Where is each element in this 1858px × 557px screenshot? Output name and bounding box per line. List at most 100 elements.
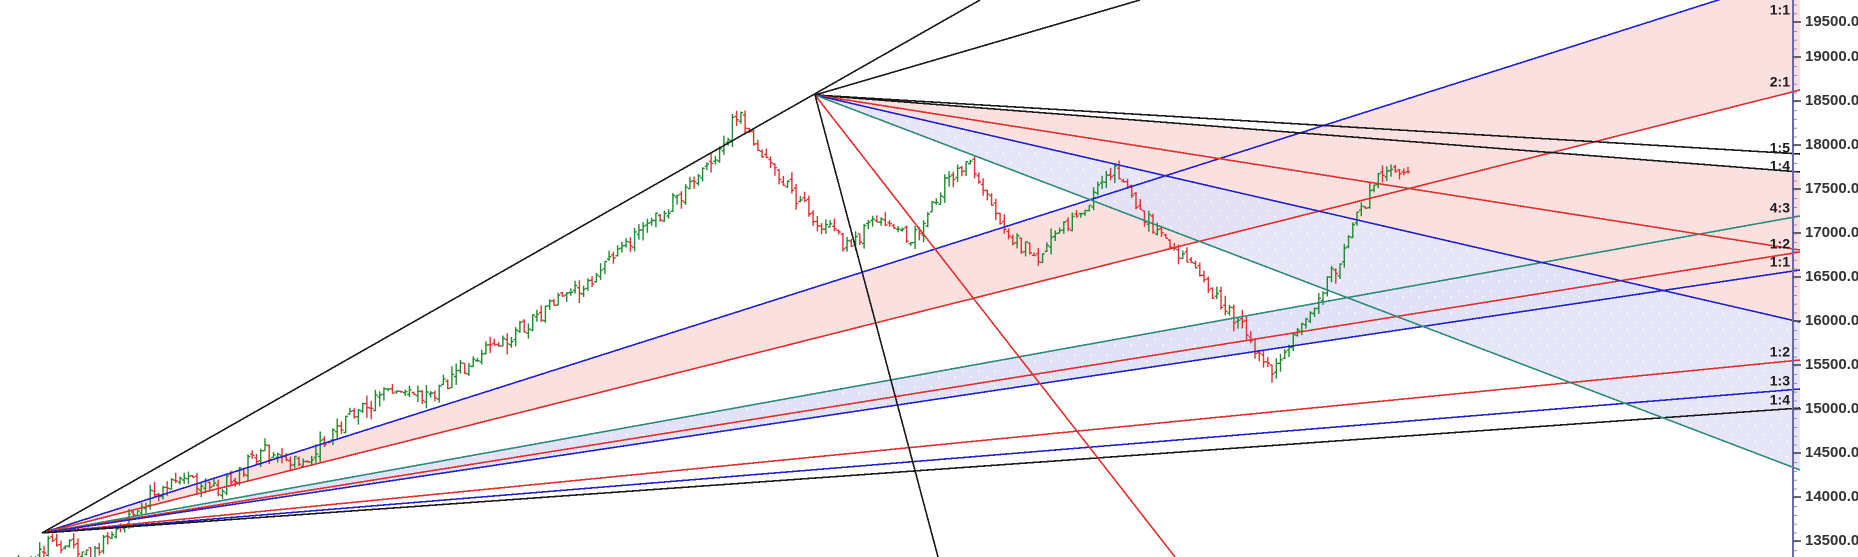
ohlc-bar (793, 184, 799, 210)
ohlc-bar (1388, 164, 1394, 177)
ohlc-bar (1048, 228, 1054, 255)
ohlc-bar (827, 220, 833, 228)
ohlc-bar (534, 309, 540, 322)
price-tick-label: 17500.00 (1805, 180, 1858, 197)
ohlc-bar (517, 320, 523, 333)
fan-ratio-label: 1:2 (1770, 236, 1790, 252)
ohlc-bar (798, 195, 803, 203)
ohlc-bar (895, 226, 901, 233)
fan-ratio-label: 1:1 (1770, 254, 1790, 270)
ohlc-bar (972, 155, 977, 179)
ohlc-bar (819, 223, 824, 235)
ohlc-bar (373, 389, 378, 412)
ohlc-bar (572, 280, 578, 294)
ohlc-bar (1176, 244, 1181, 265)
fan-band (42, 0, 1800, 533)
ohlc-bar (1163, 233, 1168, 239)
ohlc-bar (1112, 163, 1117, 184)
ohlc-bar (530, 314, 535, 332)
ohlc-bar (738, 111, 744, 124)
ohlc-bar (912, 225, 918, 250)
fan-ray-1-5 (814, 94, 1801, 155)
ohlc-bar (105, 532, 110, 545)
price-tick-label: 16500.00 (1805, 268, 1858, 285)
ohlc-bar (509, 336, 514, 348)
ohlc-bar (568, 288, 574, 296)
ohlc-bar (1393, 164, 1398, 173)
ohlc-bar (844, 236, 850, 252)
ohlc-bar (1070, 212, 1075, 232)
ohlc-bar (37, 542, 42, 557)
ohlc-bar (411, 391, 416, 396)
ohlc-bar (250, 450, 255, 459)
fan-ray-1-3 (41, 388, 1801, 534)
ohlc-bar (1053, 230, 1058, 241)
ohlc-bar (522, 319, 527, 333)
ohlc-bar (789, 172, 795, 194)
ohlc-bar (1040, 253, 1045, 264)
ohlc-bar (951, 171, 956, 188)
ohlc-bar (454, 363, 459, 385)
ohlc-bar (292, 455, 297, 468)
ohlc-bar (160, 485, 166, 500)
ohlc-bar (878, 217, 884, 226)
ohlc-bar (594, 273, 599, 283)
ohlc-bar (420, 390, 425, 404)
ohlc-bar (46, 535, 51, 557)
price-tick-label: 14500.00 (1805, 444, 1858, 461)
ohlc-bar (398, 390, 404, 393)
ohlc-bar (513, 327, 518, 347)
ohlc-bar (963, 161, 969, 176)
price-tick-label: 19000.00 (1805, 48, 1858, 65)
ohlc-bar (462, 362, 467, 374)
ohlc-bar (806, 195, 812, 217)
ohlc-bar (636, 224, 642, 240)
price-tick-label: 18000.00 (1805, 136, 1858, 153)
ohlc-bar (968, 159, 973, 165)
fan-ray-1-1 (41, 0, 1721, 534)
ohlc-bar (1384, 166, 1389, 181)
ohlc-bar (615, 245, 620, 257)
ohlc-bar (505, 333, 510, 355)
ohlc-bar (377, 391, 382, 407)
ohlc-bar (997, 212, 1003, 225)
ohlc-bar (1108, 168, 1113, 181)
ohlc-bar (1397, 168, 1402, 180)
ohlc-bar (704, 162, 710, 171)
ohlc-bar (369, 400, 374, 420)
fan-ray-1-2 (814, 94, 1801, 251)
ohlc-bar (657, 213, 663, 222)
ohlc-bar (67, 539, 72, 548)
ohlc-bar (386, 388, 391, 392)
ohlc-bar (708, 153, 714, 173)
ohlc-bar (1133, 192, 1139, 210)
ohlc-bar (1274, 358, 1279, 379)
ohlc-bar (551, 298, 557, 306)
ohlc-bar (1240, 309, 1245, 329)
price-tick-label: 19500.00 (1805, 13, 1858, 30)
ohlc-bar (1167, 239, 1173, 250)
ohlc-bar (471, 356, 476, 368)
ohlc-bar (1027, 242, 1032, 255)
ohlc-bar (1291, 332, 1296, 352)
ohlc-bar (1223, 295, 1228, 316)
ohlc-bar (1006, 228, 1011, 240)
ohlc-bar (539, 305, 544, 322)
ohlc-bar (1197, 262, 1202, 277)
ohlc-bar (207, 481, 212, 490)
ohlc-bar (1303, 317, 1309, 329)
ohlc-bar (343, 415, 348, 434)
ohlc-bar (88, 547, 92, 557)
ohlc-bar (50, 533, 55, 542)
ohlc-bar (1308, 311, 1313, 323)
ohlc-bar (182, 472, 187, 484)
ohlc-bar (836, 229, 841, 235)
ohlc-bar (475, 357, 480, 362)
ohlc-bar (653, 212, 659, 228)
ohlc-bar (71, 533, 76, 549)
ohlc-bar (547, 299, 552, 310)
ohlc-bar (54, 534, 59, 547)
ohlc-bar (874, 215, 879, 223)
